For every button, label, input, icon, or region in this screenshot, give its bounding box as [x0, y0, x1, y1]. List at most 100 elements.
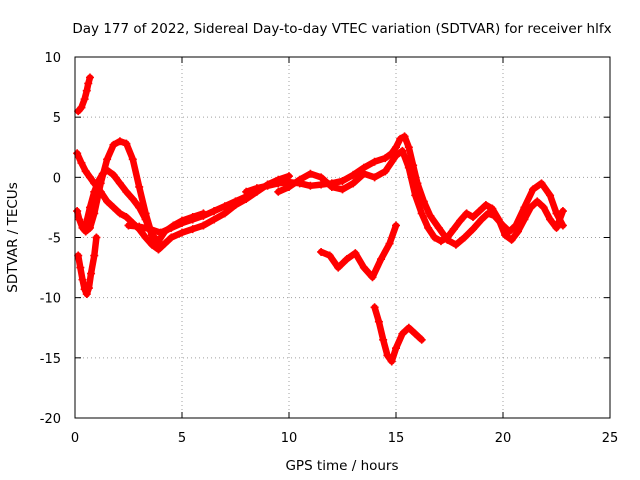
x-tick-label: 25 — [602, 431, 619, 446]
data-point — [387, 357, 396, 366]
data-point — [513, 227, 522, 236]
data-point — [160, 239, 169, 248]
data-point — [81, 221, 90, 230]
data-point — [210, 207, 219, 216]
data-point — [383, 351, 392, 360]
data-point — [306, 181, 315, 190]
data-point — [82, 290, 91, 299]
data-point — [404, 143, 413, 152]
data-point — [379, 335, 388, 344]
data-point — [426, 211, 435, 220]
data-point — [145, 225, 154, 234]
data-point — [430, 233, 439, 242]
y-tick-label: 5 — [53, 111, 61, 126]
data-point — [80, 95, 89, 104]
data-point — [167, 223, 176, 232]
data-point — [135, 203, 144, 212]
data-point — [546, 215, 555, 224]
data-point — [392, 143, 400, 152]
data-point — [103, 155, 112, 164]
data-point — [74, 251, 83, 260]
data-point — [398, 146, 407, 155]
series-group — [73, 73, 567, 366]
data-point — [451, 240, 460, 249]
data-point — [77, 158, 86, 167]
y-axis-label: SDTVAR / TECUs — [5, 182, 21, 292]
data-point — [317, 173, 326, 182]
x-axis-label: GPS time / hours — [285, 458, 398, 474]
data-point — [135, 222, 144, 231]
data-point — [370, 303, 379, 312]
data-point — [85, 203, 94, 212]
data-point — [124, 221, 133, 230]
data-point — [325, 251, 334, 260]
data-point — [359, 169, 368, 178]
data-point — [434, 223, 443, 232]
ticks — [74, 56, 611, 419]
data-point — [73, 207, 82, 216]
data-point — [546, 191, 555, 200]
data-point — [392, 221, 400, 230]
data-point — [351, 249, 360, 258]
data-point — [370, 157, 379, 166]
data-point — [199, 211, 208, 220]
data-point — [84, 79, 93, 88]
data-point — [98, 169, 107, 178]
data-point — [178, 228, 186, 237]
data-point — [115, 137, 124, 146]
data-point — [242, 187, 251, 196]
x-tick-label: 5 — [178, 431, 186, 446]
data-point — [109, 203, 118, 212]
chart-title: Day 177 of 2022, Sidereal Day-to-day VTE… — [72, 21, 611, 37]
data-point — [94, 176, 103, 185]
data-point — [558, 207, 567, 216]
data-point — [274, 187, 283, 196]
data-point — [488, 204, 497, 213]
data-point — [327, 182, 336, 191]
data-point — [404, 323, 413, 332]
data-point — [417, 209, 426, 218]
data-point — [81, 167, 90, 176]
data-point — [85, 73, 94, 82]
series-track-low — [370, 303, 426, 366]
data-point — [128, 194, 137, 203]
y-tick-label: -5 — [48, 232, 61, 247]
data-point — [154, 243, 163, 252]
data-point — [537, 179, 546, 188]
data-point — [75, 215, 84, 224]
data-point — [122, 139, 131, 148]
data-point — [392, 151, 400, 160]
data-point — [374, 317, 383, 326]
data-point — [73, 149, 82, 158]
x-tick-label: 20 — [495, 431, 512, 446]
series-line — [242, 133, 567, 248]
series-track-c — [81, 166, 163, 252]
data-point — [349, 179, 358, 188]
data-point — [317, 180, 326, 189]
x-tick-labels: 0 5 10 15 20 25 — [71, 431, 618, 446]
data-point — [526, 203, 535, 212]
data-point — [338, 176, 347, 185]
data-point — [475, 207, 484, 216]
data-point — [78, 275, 87, 284]
data-point — [528, 185, 537, 194]
data-point — [456, 216, 465, 225]
data-point — [533, 197, 542, 206]
data-point — [424, 223, 433, 232]
data-point — [507, 235, 516, 244]
data-point — [87, 269, 96, 278]
data-point — [188, 215, 197, 224]
data-point — [115, 209, 124, 218]
data-point — [381, 154, 390, 163]
data-point — [263, 181, 272, 190]
data-point — [477, 215, 486, 224]
data-point — [317, 247, 326, 256]
data-point — [377, 255, 386, 264]
series-track-f — [274, 146, 567, 246]
series-line — [371, 304, 425, 365]
data-point — [552, 223, 561, 232]
data-point — [85, 173, 94, 182]
data-point — [370, 173, 379, 182]
data-point — [338, 185, 347, 194]
